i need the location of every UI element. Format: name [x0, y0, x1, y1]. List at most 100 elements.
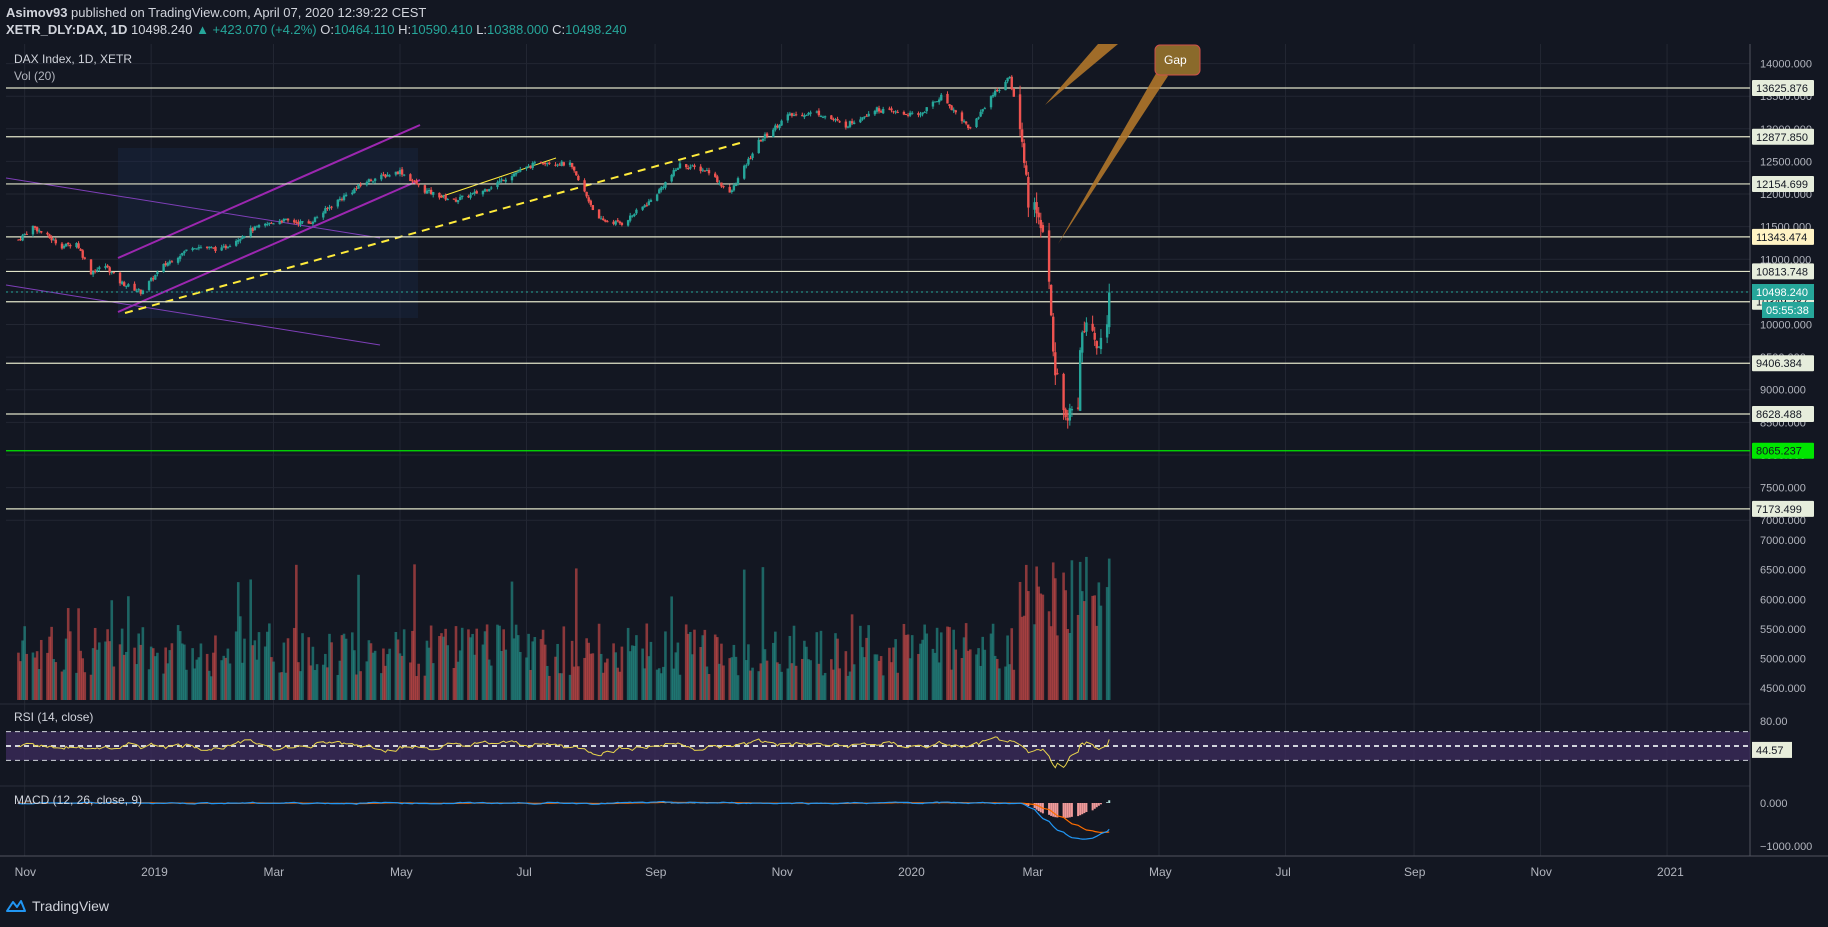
rsi-legend[interactable]: RSI (14, close)	[14, 710, 94, 724]
macd-legend[interactable]: MACD (12, 26, close, 9)	[14, 793, 143, 807]
candle	[340, 199, 344, 201]
volume-bar	[655, 669, 659, 700]
candle	[67, 242, 70, 245]
volume-bar	[263, 646, 267, 700]
volume-bar	[616, 667, 620, 700]
candle	[483, 189, 487, 192]
macd-histogram-bar	[1054, 803, 1057, 818]
high-label: H:	[398, 22, 412, 37]
trendline	[439, 157, 557, 198]
candle	[1099, 337, 1103, 350]
macd-histogram-bar	[693, 802, 696, 804]
volume-bar	[931, 648, 935, 700]
candle	[977, 117, 980, 119]
candle	[222, 246, 225, 248]
volume-bar	[512, 638, 516, 700]
volume-bar	[265, 631, 269, 700]
volume-bar	[251, 645, 255, 700]
volume-bar	[272, 661, 275, 700]
rising-channel-lower	[117, 179, 421, 313]
candle	[170, 261, 174, 263]
gap-arrow-top	[1045, 44, 1118, 105]
volume-bar	[270, 657, 273, 700]
candle	[440, 196, 443, 198]
volume-bar	[732, 644, 736, 700]
volume-bar	[1049, 626, 1053, 700]
volume-bar	[1062, 572, 1065, 700]
volume-bar	[954, 649, 958, 700]
level-label-bg	[1752, 228, 1814, 245]
volume-bar	[1037, 586, 1041, 700]
volume-bar	[904, 634, 908, 700]
candle	[359, 184, 362, 186]
candle	[1083, 331, 1086, 333]
volume-bar	[626, 627, 630, 700]
candle	[917, 113, 920, 115]
volume-legend[interactable]: Vol (20)	[14, 69, 56, 83]
time-tick: Nov	[15, 865, 36, 879]
author-name[interactable]: Asimov93	[6, 5, 68, 20]
candle	[548, 162, 551, 164]
macd-histogram-bar	[1099, 803, 1102, 805]
candle	[823, 116, 827, 118]
volume-bar	[496, 624, 499, 700]
volume-bar	[1027, 591, 1030, 700]
volume-bar	[95, 649, 99, 700]
level-label: 12877.850	[1756, 132, 1808, 144]
open-label: O:	[320, 22, 334, 37]
candle	[602, 218, 605, 221]
candle	[33, 226, 37, 228]
candle	[838, 121, 841, 123]
candle	[268, 222, 271, 224]
volume-bar	[647, 656, 651, 700]
volume-bar	[193, 668, 197, 700]
candle	[106, 265, 109, 267]
tradingview-logo[interactable]: TradingView	[6, 898, 109, 914]
candle	[832, 118, 835, 120]
volume-bar	[691, 654, 694, 700]
ohlc-line: XETR_DLY:DAX, 1D 10498.240 ▲ +423.070 (+…	[6, 22, 627, 37]
candle	[512, 173, 516, 177]
candle	[342, 195, 346, 201]
macd-histogram-bar	[1052, 803, 1055, 817]
volume-bar	[715, 637, 719, 700]
candle	[952, 109, 955, 111]
volume-bar	[950, 669, 953, 700]
candle	[197, 247, 201, 249]
volume-bar	[962, 637, 966, 700]
volume-bar	[734, 656, 738, 700]
candle	[780, 120, 783, 126]
candle	[123, 282, 126, 286]
volume-bar	[529, 669, 532, 700]
volume-bar	[917, 653, 920, 700]
candle	[875, 107, 879, 112]
macd-histogram-bar	[1083, 803, 1086, 814]
candle	[135, 290, 138, 292]
volume-bar	[309, 665, 313, 700]
volume-bar	[1064, 590, 1067, 700]
volume-bar	[848, 671, 852, 700]
volume-bar	[1107, 558, 1111, 700]
macd-histogram-bar	[1050, 803, 1053, 816]
candle	[214, 247, 217, 251]
volume-bar	[830, 659, 833, 700]
price-tick: 7500.000	[1760, 483, 1806, 495]
candle	[237, 239, 240, 242]
candle	[983, 108, 986, 110]
volume-bar	[1099, 605, 1103, 700]
candle	[589, 200, 592, 205]
candle	[297, 222, 300, 225]
volume-bar	[124, 651, 128, 700]
price-candles	[17, 75, 1111, 429]
candle	[77, 243, 80, 249]
candle	[699, 166, 702, 172]
volume-bar	[1010, 628, 1014, 700]
candle	[373, 178, 377, 181]
volume-bar	[838, 668, 841, 700]
candle	[133, 283, 136, 291]
candle	[1062, 373, 1065, 411]
candle	[975, 118, 978, 128]
volume-bar	[693, 629, 696, 700]
instrument-legend[interactable]: DAX Index, 1D, XETR	[14, 52, 133, 66]
